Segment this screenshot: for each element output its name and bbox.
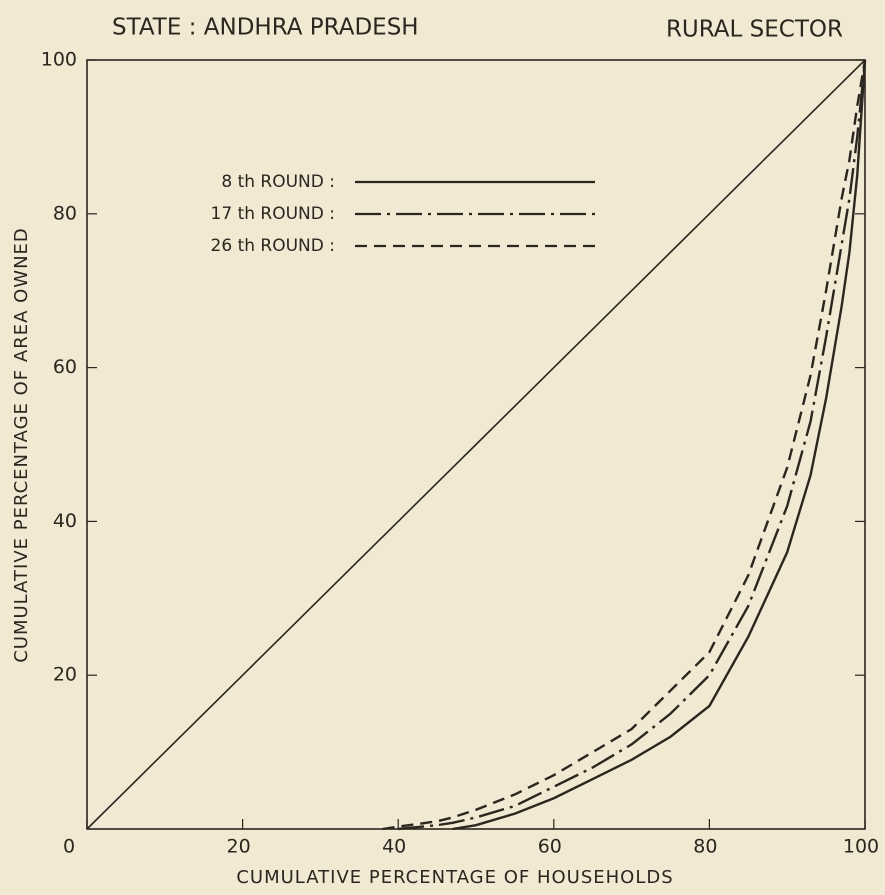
y-tick-label: 40 xyxy=(53,510,77,532)
chart-subtitle: RURAL SECTOR xyxy=(666,17,843,43)
y-tick-label: 100 xyxy=(41,49,77,71)
y-tick-label: 20 xyxy=(53,664,77,686)
y-axis-label: CUMULATIVE PERCENTAGE OF AREA OWNED xyxy=(11,227,32,663)
legend-label: 8 th ROUND : xyxy=(221,172,335,192)
y-tick-label: 60 xyxy=(53,356,77,378)
x-tick-label: 20 xyxy=(227,836,251,858)
x-tick-label: 40 xyxy=(382,836,406,858)
x-tick-label: 100 xyxy=(843,836,879,858)
plot-frame xyxy=(86,59,866,830)
series-line xyxy=(452,59,867,831)
x-axis-label: CUMULATIVE PERCENTAGE OF HOUSEHOLDS xyxy=(236,867,673,888)
series-line xyxy=(86,59,866,830)
y-tick-label: 80 xyxy=(53,202,77,224)
series-line xyxy=(398,59,867,831)
series-line xyxy=(382,59,867,831)
x-tick-label: 60 xyxy=(538,836,562,858)
x-tick-label: 0 xyxy=(63,836,75,858)
x-tick-label: 80 xyxy=(693,836,717,858)
chart-title: STATE : ANDHRA PRADESH xyxy=(112,15,419,41)
legend-label: 26 th ROUND : xyxy=(211,236,335,256)
legend-label: 17 th ROUND : xyxy=(211,204,335,224)
